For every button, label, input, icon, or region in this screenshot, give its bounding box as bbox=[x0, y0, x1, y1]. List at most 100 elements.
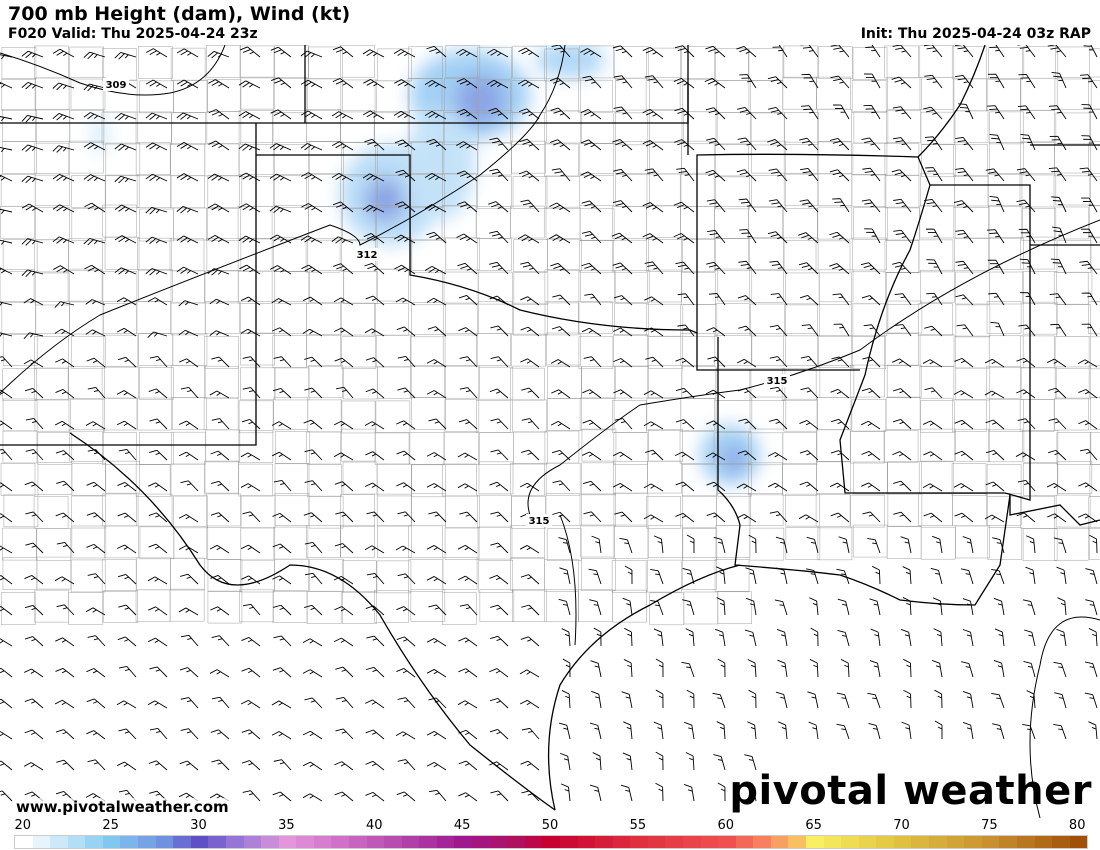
wind-barb bbox=[490, 542, 509, 554]
county-border bbox=[750, 303, 785, 337]
wind-barb bbox=[21, 175, 44, 184]
county-border bbox=[884, 240, 920, 274]
county-border bbox=[478, 560, 514, 593]
wind-barb bbox=[861, 482, 881, 492]
wind-barb bbox=[238, 143, 261, 151]
wind-barb bbox=[490, 604, 509, 616]
wind-barb bbox=[24, 575, 44, 585]
county-border bbox=[920, 111, 956, 145]
wind-barb bbox=[550, 359, 571, 368]
wind-barb bbox=[1081, 45, 1098, 58]
county-border bbox=[411, 493, 446, 527]
wind-barb bbox=[613, 106, 633, 120]
wind-barb bbox=[582, 451, 602, 461]
colorbar-cell bbox=[138, 836, 156, 848]
wind-barb bbox=[706, 261, 726, 275]
wind-barb bbox=[1016, 168, 1036, 182]
wind-barb bbox=[653, 628, 664, 647]
wind-barb bbox=[24, 604, 44, 616]
county-border bbox=[681, 111, 717, 145]
wind-barb bbox=[1015, 452, 1036, 461]
wind-barb bbox=[21, 115, 44, 123]
wind-barb bbox=[830, 388, 850, 399]
county-border bbox=[169, 238, 205, 272]
wind-barb bbox=[1079, 167, 1098, 182]
wind-barb bbox=[551, 326, 571, 337]
wind-barb bbox=[985, 168, 1005, 182]
wind-barb bbox=[23, 762, 44, 771]
map-title: 700 mb Height (dam), Wind (kt) bbox=[8, 3, 351, 25]
wind-barb bbox=[456, 108, 478, 120]
county-border bbox=[648, 239, 683, 272]
county-border bbox=[884, 174, 920, 208]
wind-barb bbox=[673, 201, 695, 213]
wind-barb bbox=[489, 668, 509, 678]
wind-barb bbox=[1048, 418, 1067, 430]
county-border bbox=[274, 367, 310, 401]
wind-barb bbox=[52, 82, 75, 91]
county-border bbox=[68, 592, 103, 625]
colorbar-tick-label: 70 bbox=[893, 818, 910, 833]
county-border bbox=[240, 559, 275, 593]
wind-barb bbox=[520, 636, 540, 647]
county-border bbox=[69, 110, 105, 143]
wind-barb bbox=[304, 449, 323, 461]
county-border bbox=[749, 527, 785, 561]
county-border bbox=[443, 271, 479, 305]
wind-barb bbox=[551, 449, 571, 461]
county-border bbox=[206, 111, 242, 144]
county-border bbox=[954, 271, 990, 305]
colorbar-labels: 20 25 30 35 40 45 50 55 60 65 70 75 80 bbox=[0, 818, 1100, 834]
wind-barb bbox=[86, 357, 106, 368]
pivotal-weather-logo: pivotal weather bbox=[729, 768, 1092, 814]
wind-barb bbox=[644, 296, 664, 306]
county-border bbox=[409, 110, 445, 143]
county-border bbox=[853, 207, 888, 240]
wind-barb bbox=[176, 206, 199, 214]
county-border bbox=[273, 78, 308, 111]
wind-barb bbox=[767, 139, 788, 151]
wind-barb bbox=[458, 668, 478, 678]
wind-barb bbox=[552, 511, 571, 523]
county-border bbox=[340, 494, 375, 527]
wind-barb bbox=[393, 234, 416, 244]
wind-barb bbox=[211, 696, 230, 709]
county-border bbox=[69, 140, 104, 174]
wind-barb bbox=[519, 699, 540, 709]
wind-barb bbox=[84, 264, 106, 275]
wind-barb bbox=[488, 201, 509, 213]
wind-barb bbox=[836, 568, 850, 585]
county-border bbox=[681, 239, 716, 272]
wind-barb bbox=[550, 139, 571, 151]
county-border bbox=[139, 80, 174, 114]
county-border bbox=[34, 589, 70, 623]
wind-barb bbox=[1081, 323, 1098, 337]
wind-barb bbox=[521, 604, 540, 616]
wind-barb bbox=[612, 482, 633, 492]
wind-barb bbox=[550, 262, 571, 275]
wind-barb bbox=[334, 791, 354, 802]
wind-barb bbox=[424, 79, 447, 89]
wind-barb bbox=[1026, 690, 1036, 709]
wind-barb bbox=[613, 295, 633, 306]
wind-barb bbox=[831, 356, 850, 368]
wind-barb bbox=[748, 534, 757, 554]
county-border bbox=[544, 302, 580, 336]
county-border bbox=[749, 237, 784, 270]
colorbar-cell bbox=[419, 836, 437, 848]
wind-barb bbox=[0, 53, 13, 62]
wind-barb bbox=[767, 452, 788, 461]
wind-barb bbox=[489, 761, 509, 771]
county-border bbox=[342, 79, 377, 113]
county-border bbox=[1020, 367, 1056, 400]
wind-barb bbox=[116, 420, 137, 430]
wind-barb bbox=[365, 451, 385, 461]
wind-barb bbox=[592, 752, 602, 771]
wind-barb bbox=[655, 658, 664, 678]
wind-barb bbox=[642, 46, 664, 58]
wind-barb bbox=[303, 296, 323, 306]
wind-barb bbox=[272, 327, 292, 337]
county-border bbox=[207, 590, 243, 624]
wind-barb bbox=[769, 511, 788, 523]
wind-barb bbox=[809, 597, 819, 616]
